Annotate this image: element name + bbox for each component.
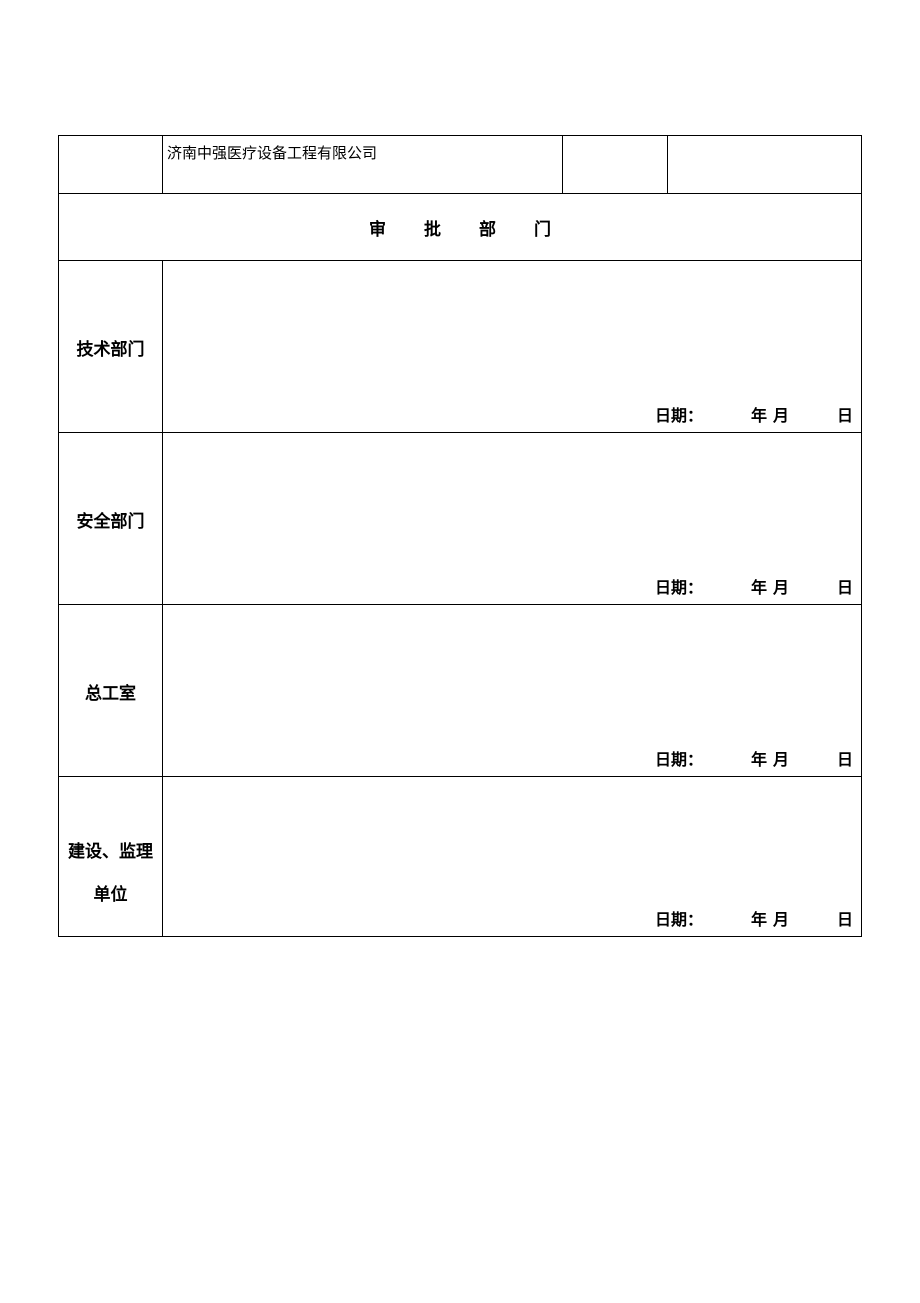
date-year-tech: 年 [751,408,767,425]
dept-label-tech: 技术部门 [59,335,162,360]
approval-table: 济南中强医疗设备工程有限公司 审批部门 技术部门 日期：年月日 安全部门 [58,135,862,937]
section-header-cell: 审批部门 [59,194,862,261]
date-label-safety: 日期： [655,580,703,597]
company-name-cell: 济南中强医疗设备工程有限公司 [163,136,563,194]
dept-content-safety: 日期： 年月 日 [163,433,862,605]
dept-label-cell-safety: 安全部门 [59,433,163,605]
dept-label-construction: 建设、监理 单位 [59,831,162,916]
date-label-tech: 日期： [655,408,703,425]
form-page: 济南中强医疗设备工程有限公司 审批部门 技术部门 日期：年月日 安全部门 [0,0,920,937]
dept-content-construction: 日期： 年月 日 [163,777,862,937]
date-month-tech: 月 [773,408,789,425]
dept-label-safety: 安全部门 [59,507,162,532]
date-line-safety: 日期： 年月 日 [655,574,853,598]
dept-label-construction-line1: 建设、监理 [68,842,153,861]
company-name: 济南中强医疗设备工程有限公司 [163,136,562,169]
dept-label-cell-tech: 技术部门 [59,261,163,433]
date-line-engineer: 日期： 年月 日 [655,746,853,770]
company-row: 济南中强医疗设备工程有限公司 [59,136,862,194]
date-month-safety: 月 [773,580,789,597]
section-header: 审批部门 [331,220,589,239]
dept-content-tech: 日期： 年月 日 [163,261,862,433]
date-year-engineer: 年 [751,752,767,769]
date-month-engineer: 月 [773,752,789,769]
dept-label-cell-construction: 建设、监理 单位 [59,777,163,937]
date-day-construction: 日 [837,912,853,929]
dept-row-tech: 技术部门 日期： 年月 日 [59,261,862,433]
date-month-construction: 月 [773,912,789,929]
dept-label-engineer: 总工室 [59,679,162,704]
dept-row-engineer: 总工室 日期： 年月 日 [59,605,862,777]
company-extra2-cell [668,136,862,194]
dept-row-construction: 建设、监理 单位 日期： 年月 日 [59,777,862,937]
date-day-safety: 日 [837,580,853,597]
dept-row-safety: 安全部门 日期： 年月 日 [59,433,862,605]
date-day-engineer: 日 [837,752,853,769]
dept-content-engineer: 日期： 年月 日 [163,605,862,777]
date-year-construction: 年 [751,912,767,929]
date-day-tech: 日 [837,408,853,425]
date-label-engineer: 日期： [655,752,703,769]
company-extra1-cell [563,136,668,194]
dept-label-construction-line2: 单位 [94,885,128,904]
section-header-row: 审批部门 [59,194,862,261]
date-line-construction: 日期： 年月 日 [655,906,853,930]
date-line-tech: 日期： 年月 日 [655,402,853,426]
date-year-safety: 年 [751,580,767,597]
company-label-cell [59,136,163,194]
dept-label-cell-engineer: 总工室 [59,605,163,777]
date-label-construction: 日期： [655,912,703,929]
